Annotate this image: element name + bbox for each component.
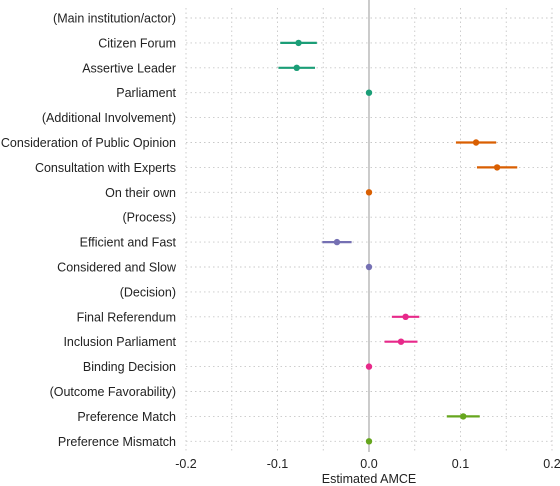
estimate-point	[365, 89, 373, 96]
estimate-point	[293, 64, 300, 72]
category-label: Citizen Forum	[98, 36, 176, 50]
category-label: Consultation with Experts	[35, 161, 176, 175]
estimate-point	[365, 189, 373, 196]
estimate-point	[365, 363, 373, 370]
group-header-label: (Main institution/actor)	[53, 12, 176, 26]
estimate-point	[397, 338, 405, 345]
x-tick-label: -0.1	[267, 457, 289, 471]
x-axis-ticks: -0.2 -0.1 0.0 0.1 0.2	[175, 457, 560, 471]
category-label: Binding Decision	[83, 360, 176, 374]
x-tick-label: -0.2	[175, 457, 197, 471]
category-label: Parliament	[116, 86, 176, 100]
estimate-marks	[278, 39, 518, 445]
category-label: Final Referendum	[77, 310, 176, 324]
estimate-point	[472, 139, 480, 146]
category-label: Inclusion Parliament	[63, 335, 176, 349]
group-header-label: (Decision)	[120, 285, 176, 299]
grid-layer	[185, 8, 553, 452]
estimate-point	[333, 238, 341, 246]
category-label: Considered and Slow	[57, 261, 177, 275]
category-labels: (Main institution/actor) Citizen Forum Ass…	[1, 12, 177, 449]
estimate-point	[365, 438, 373, 445]
group-header-label: (Outcome Favorability)	[50, 385, 176, 399]
category-label: Preference Match	[77, 410, 176, 424]
estimate-point	[402, 313, 409, 320]
estimate-point	[295, 39, 302, 47]
estimate-point	[460, 413, 467, 420]
x-tick-label: 0.1	[452, 457, 469, 471]
x-axis-title: Estimated AMCE	[322, 472, 416, 486]
x-tick-label: 0.2	[543, 457, 560, 471]
category-label: Consideration of Public Opinion	[1, 136, 176, 150]
group-header-label: (Additional Involvement)	[42, 111, 176, 125]
category-label: On their own	[105, 186, 176, 200]
category-label: Preference Mismatch	[58, 435, 176, 449]
category-label: Assertive Leader	[82, 61, 176, 75]
x-tick-label: 0.0	[360, 457, 377, 471]
estimate-point	[365, 263, 373, 271]
group-header-label: (Process)	[123, 211, 176, 225]
category-label: Efficient and Fast	[80, 236, 177, 250]
estimate-point	[493, 164, 501, 171]
